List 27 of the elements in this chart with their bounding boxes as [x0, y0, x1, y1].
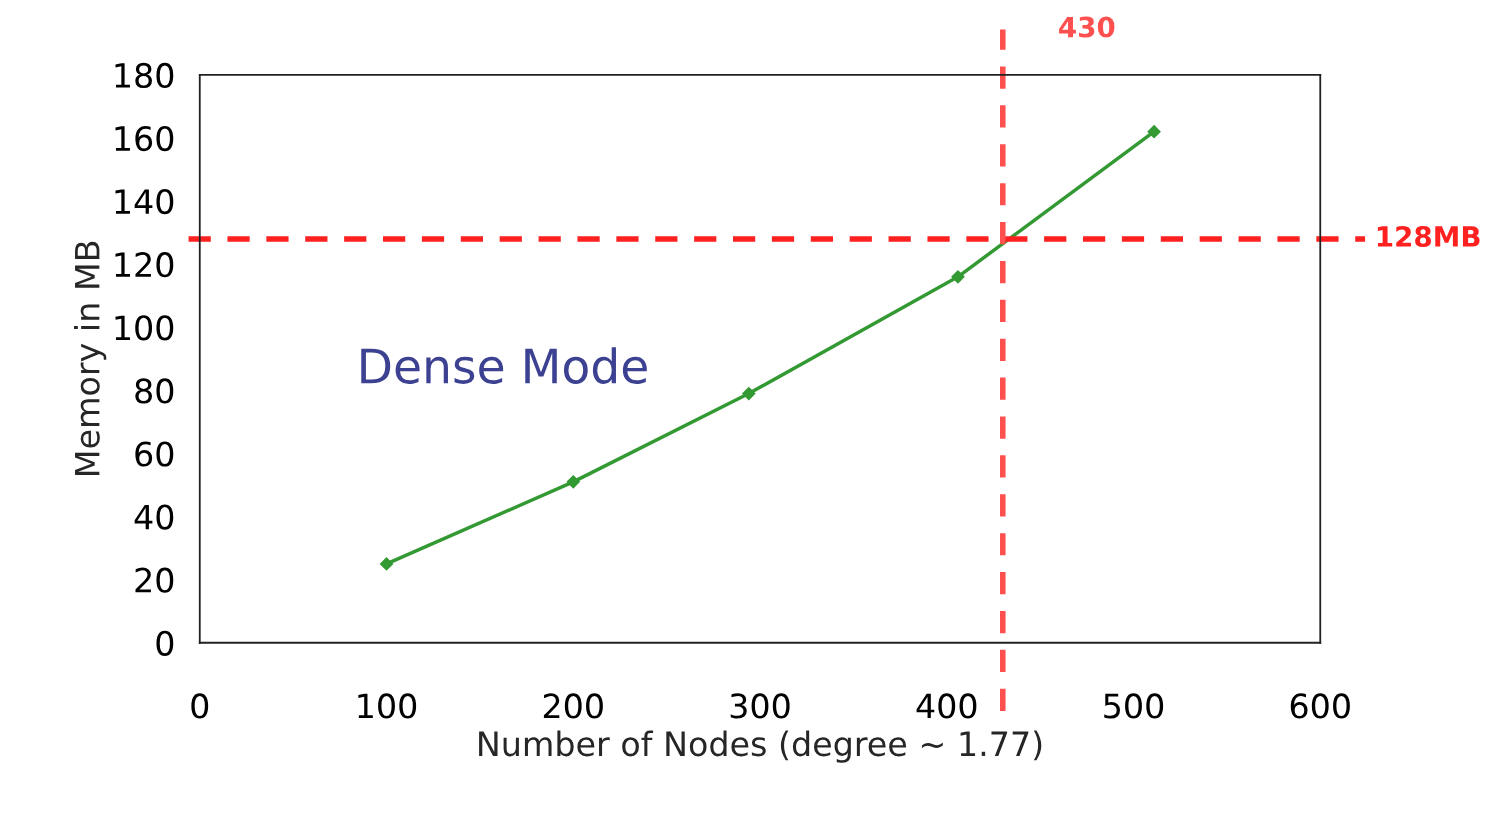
point — [566, 475, 580, 489]
point — [1147, 125, 1161, 139]
y-tick-label: 120 — [115, 252, 174, 278]
y-tick-label: 140 — [115, 189, 174, 215]
x-tick-label: 100 — [358, 693, 417, 719]
ref-line-label: 430 — [1059, 16, 1115, 38]
point — [379, 557, 394, 571]
x-tick-label: 500 — [1104, 693, 1164, 719]
y-tick-label: 180 — [115, 62, 174, 89]
y-tick-label: 100 — [115, 315, 174, 341]
x-tick-label: 600 — [1290, 693, 1350, 719]
y-tick-label: 40 — [134, 504, 174, 530]
annotation: Dense Mode — [361, 347, 647, 384]
point — [742, 386, 756, 401]
x-tick-label: 300 — [730, 693, 790, 719]
y-axis-title: Memory in MB — [74, 241, 107, 475]
y-tick-label: 60 — [135, 441, 174, 467]
y-tick-label: 160 — [115, 125, 174, 152]
x-tick-label: 0 — [191, 693, 209, 719]
point — [951, 270, 965, 284]
y-tick-label: 0 — [156, 630, 174, 656]
x-tick-label: 200 — [543, 693, 603, 719]
x-tick-label: 400 — [916, 693, 977, 719]
y-tick-label: 80 — [135, 378, 174, 404]
x-axis-title: Number of Nodes (degree ~ 1.77) — [479, 730, 1042, 763]
ref-line-label: 128MB — [1377, 225, 1480, 247]
y-tick-label: 20 — [135, 567, 174, 593]
